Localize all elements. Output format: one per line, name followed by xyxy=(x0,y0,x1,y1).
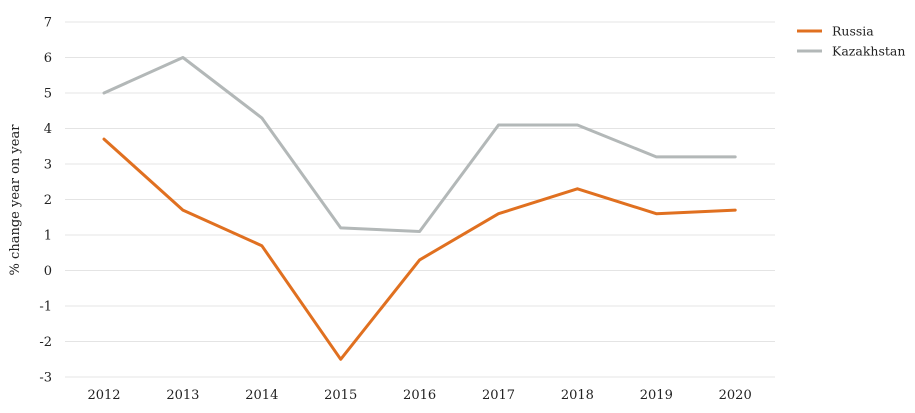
y-tick-label: 5 xyxy=(44,87,52,102)
x-tick-label: 2017 xyxy=(482,388,515,403)
x-tick-label: 2016 xyxy=(403,388,436,403)
x-tick-label: 2013 xyxy=(166,388,199,403)
y-tick-label: 4 xyxy=(44,122,52,137)
y-axis-label: % change year on year xyxy=(8,124,23,276)
y-tick-label: 3 xyxy=(44,158,52,173)
series-line-russia xyxy=(102,137,737,361)
x-tick-label: 2015 xyxy=(324,388,357,403)
series-line-kazakhstan xyxy=(102,56,737,233)
legend: Russia Kazakhstan xyxy=(797,24,905,59)
y-axis-ticks: 7 6 5 4 3 2 1 0 -1 -2 -3 xyxy=(39,16,52,386)
y-tick-label: 1 xyxy=(44,229,52,244)
y-tick-label: 6 xyxy=(44,51,52,66)
series-lines xyxy=(102,56,737,361)
y-tick-label: -1 xyxy=(39,300,52,315)
legend-label-russia: Russia xyxy=(832,24,874,39)
y-tick-label: 2 xyxy=(44,193,52,208)
y-tick-label: -2 xyxy=(39,335,52,350)
x-axis-ticks: 2012 2013 2014 2015 2016 2017 2018 2019 2020 xyxy=(87,388,751,403)
x-tick-label: 2020 xyxy=(719,388,752,403)
y-tick-label: 0 xyxy=(44,264,52,279)
x-tick-label: 2014 xyxy=(245,388,278,403)
y-tick-label: 7 xyxy=(44,16,52,31)
x-tick-label: 2012 xyxy=(87,388,120,403)
legend-label-kazakhstan: Kazakhstan xyxy=(832,44,905,59)
x-tick-label: 2019 xyxy=(640,388,673,403)
x-tick-label: 2018 xyxy=(561,388,594,403)
y-tick-label: -3 xyxy=(39,371,52,386)
